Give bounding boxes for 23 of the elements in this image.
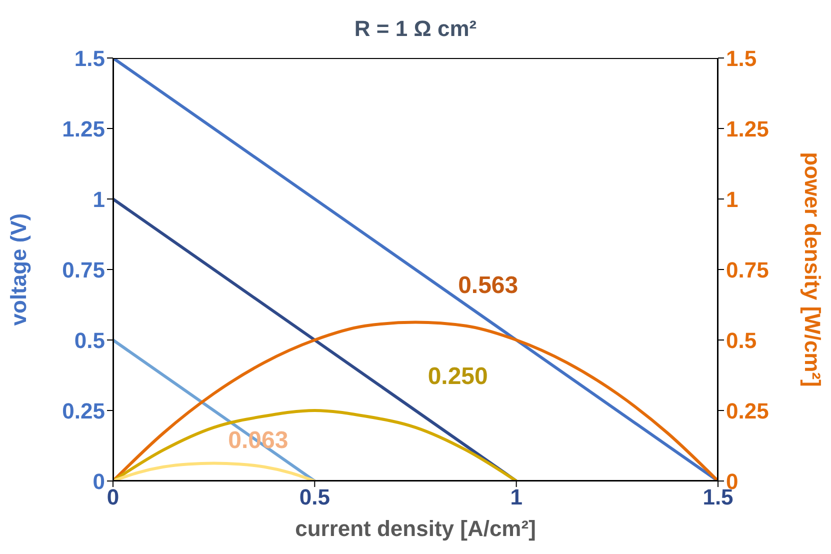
y-axis-title: voltage (V) bbox=[6, 213, 31, 326]
annotation: 0.563 bbox=[458, 272, 518, 300]
line-series bbox=[113, 409, 518, 481]
y2-tick-label: 1.5 bbox=[726, 46, 757, 71]
annotation: 0.250 bbox=[428, 363, 488, 392]
y-tick-label: 0 bbox=[92, 468, 105, 494]
y-tick-label: 0.5 bbox=[74, 328, 105, 353]
y-tick-label: 1.25 bbox=[62, 116, 105, 142]
y2-tick-label: 0.25 bbox=[726, 398, 769, 424]
y2-tick-label: 0.75 bbox=[726, 257, 769, 282]
y2-tick-label: 1.25 bbox=[726, 116, 769, 142]
line-series bbox=[113, 462, 316, 481]
chart-title: R = 1 Ω cm² bbox=[353, 16, 478, 42]
y-tick-label: 1 bbox=[92, 186, 105, 212]
x-axis-title: current density [A/cm²] bbox=[295, 516, 536, 541]
x-tick-label: 1 bbox=[510, 484, 522, 510]
y-tick-label: 0.25 bbox=[62, 398, 105, 424]
y2-axis-title: power density [W/cm²] bbox=[800, 152, 826, 387]
x-tick-label: 0.5 bbox=[299, 484, 330, 510]
y2-tick-label: 1 bbox=[726, 186, 738, 212]
y-tick-label: 1.5 bbox=[74, 46, 105, 71]
y-tick-label: 0.75 bbox=[62, 257, 105, 282]
y2-tick-label: 0.5 bbox=[726, 328, 757, 353]
